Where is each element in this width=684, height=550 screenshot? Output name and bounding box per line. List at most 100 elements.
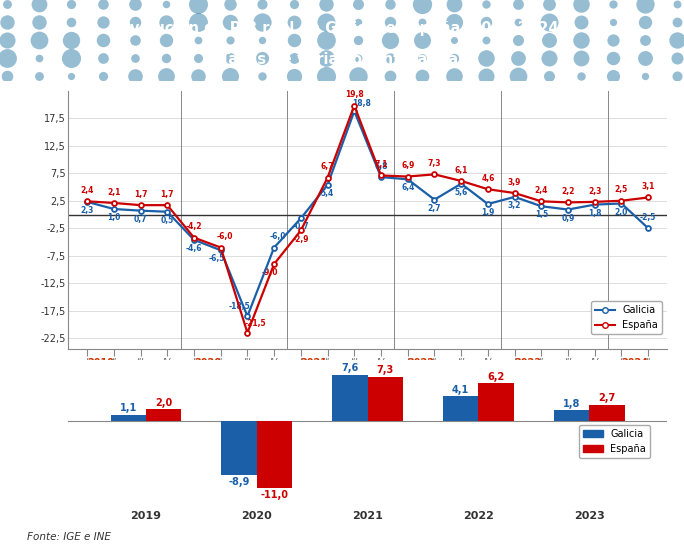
Text: -0,7: -0,7 (293, 222, 309, 232)
Text: 2019: 2019 (87, 358, 114, 367)
Line: España: España (85, 103, 650, 335)
Text: 2,1: 2,1 (107, 188, 120, 196)
Text: 1,8: 1,8 (588, 208, 601, 218)
Text: 19,8: 19,8 (345, 90, 364, 99)
España (324, 174, 332, 181)
Bar (146, 409, 181, 421)
Text: 2,2: 2,2 (562, 187, 575, 196)
Text: 5,4: 5,4 (321, 189, 334, 198)
Text: -21,5: -21,5 (245, 319, 267, 328)
Text: -6,5: -6,5 (209, 254, 225, 263)
Galicia (244, 313, 252, 320)
Text: 6,1: 6,1 (454, 166, 468, 174)
Text: 6,9: 6,9 (401, 161, 415, 170)
Text: -6,0: -6,0 (217, 232, 233, 241)
Bar (443, 396, 479, 421)
Text: 4,6: 4,6 (482, 174, 495, 183)
Bar (332, 375, 367, 421)
España (404, 173, 412, 180)
Galicia (564, 206, 572, 213)
Text: Taxas de variación interanual: Taxas de variación interanual (220, 52, 464, 67)
España (377, 172, 385, 179)
Text: -2,5: -2,5 (640, 213, 657, 222)
Text: 2,4: 2,4 (81, 186, 94, 195)
Text: 2020: 2020 (194, 358, 221, 367)
Text: 0,5: 0,5 (161, 216, 174, 225)
Text: 2023: 2023 (514, 358, 542, 367)
Legend: Galicia, España: Galicia, España (591, 301, 662, 334)
Text: 2,7: 2,7 (428, 204, 441, 213)
Galicia (270, 244, 278, 251)
Galicia (484, 201, 492, 207)
España (270, 261, 278, 267)
Text: 3,1: 3,1 (642, 182, 655, 191)
Text: Evolución do PIB real en Galicia e España, 2019-2024.: Evolución do PIB real en Galicia e Españ… (120, 20, 564, 36)
Galicia (163, 208, 172, 215)
España (484, 186, 492, 192)
Galicia (510, 194, 518, 200)
Text: 2,7: 2,7 (598, 393, 616, 403)
Bar (256, 421, 292, 488)
Text: 0,9: 0,9 (562, 213, 575, 223)
Bar (368, 377, 403, 421)
Galicia (217, 247, 225, 254)
Text: 1,7: 1,7 (161, 190, 174, 199)
Galicia (324, 182, 332, 188)
Text: 5,6: 5,6 (455, 188, 468, 197)
Text: 1,9: 1,9 (482, 208, 495, 217)
Galicia (457, 180, 465, 187)
Text: 6,8: 6,8 (374, 162, 388, 170)
Line: Galicia: Galicia (85, 109, 650, 318)
España (457, 178, 465, 184)
España (510, 190, 518, 196)
Text: 7,6: 7,6 (341, 364, 358, 373)
Text: 1,5: 1,5 (535, 210, 548, 219)
España (244, 329, 252, 336)
España (109, 200, 118, 206)
España (136, 202, 144, 208)
Text: 2024: 2024 (621, 358, 648, 367)
Text: 7,1: 7,1 (374, 160, 388, 169)
España (350, 102, 358, 109)
Galicia (350, 108, 358, 114)
Text: 3,9: 3,9 (508, 178, 521, 186)
Galicia (297, 215, 305, 222)
Galicia (83, 199, 91, 205)
Bar (222, 421, 256, 476)
Text: -11,0: -11,0 (261, 490, 289, 500)
Galicia (109, 206, 118, 212)
España (190, 234, 198, 241)
Text: -18,5: -18,5 (228, 302, 250, 311)
España (591, 199, 599, 205)
Text: Fonte: IGE e INE: Fonte: IGE e INE (27, 532, 111, 542)
Text: -6,0: -6,0 (270, 232, 287, 241)
Text: 18,8: 18,8 (352, 98, 371, 108)
Bar (111, 415, 146, 421)
Galicia (430, 196, 438, 203)
Bar (554, 410, 590, 421)
Text: 1,1: 1,1 (120, 403, 137, 413)
Bar (590, 405, 624, 421)
Text: 7,3: 7,3 (428, 159, 441, 168)
Text: 2021: 2021 (301, 358, 328, 367)
Galicia (537, 203, 545, 210)
Text: 1,0: 1,0 (107, 213, 120, 222)
Text: 6,4: 6,4 (401, 183, 415, 192)
Galicia (644, 225, 653, 232)
Text: 6,7: 6,7 (321, 162, 334, 171)
Galicia (591, 201, 599, 208)
Text: 2,0: 2,0 (155, 398, 172, 408)
Text: 1,8: 1,8 (563, 399, 580, 409)
Galicia (404, 176, 412, 183)
España (618, 197, 626, 204)
Text: 2,4: 2,4 (535, 186, 548, 195)
Text: 2,3: 2,3 (81, 206, 94, 215)
Text: -8,9: -8,9 (228, 477, 250, 487)
Text: 4,1: 4,1 (452, 384, 469, 395)
España (297, 227, 305, 234)
España (430, 171, 438, 178)
Galicia (377, 174, 385, 180)
Text: 2,5: 2,5 (615, 185, 628, 194)
Text: 0,7: 0,7 (134, 214, 147, 224)
España (83, 198, 91, 205)
